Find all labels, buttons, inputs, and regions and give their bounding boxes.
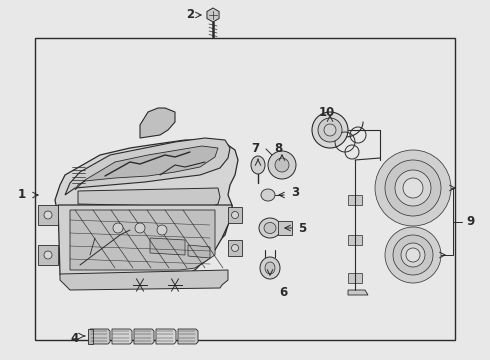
Circle shape (401, 243, 425, 267)
Polygon shape (150, 238, 185, 255)
Polygon shape (134, 329, 154, 344)
Text: 8: 8 (274, 141, 282, 154)
Text: 3: 3 (291, 186, 299, 199)
Polygon shape (38, 245, 58, 265)
Ellipse shape (260, 257, 280, 279)
Circle shape (403, 178, 423, 198)
Circle shape (268, 151, 296, 179)
Circle shape (375, 150, 451, 226)
Polygon shape (112, 329, 132, 344)
Circle shape (395, 170, 431, 206)
Ellipse shape (264, 222, 276, 234)
Polygon shape (75, 146, 218, 190)
Circle shape (318, 118, 342, 142)
Polygon shape (78, 188, 220, 207)
Circle shape (385, 227, 441, 283)
Polygon shape (207, 8, 219, 22)
Text: 1: 1 (18, 189, 26, 202)
Circle shape (44, 251, 52, 259)
Text: 5: 5 (298, 221, 306, 234)
Circle shape (113, 223, 123, 233)
Circle shape (385, 160, 441, 216)
Polygon shape (348, 273, 362, 283)
Polygon shape (348, 195, 362, 205)
Text: 9: 9 (466, 215, 474, 228)
Polygon shape (88, 329, 93, 344)
Polygon shape (228, 240, 242, 256)
Polygon shape (348, 235, 362, 245)
Text: 7: 7 (251, 141, 259, 154)
Text: 4: 4 (71, 332, 79, 345)
Bar (278, 221, 292, 235)
Circle shape (406, 248, 420, 262)
Ellipse shape (251, 156, 265, 174)
Polygon shape (58, 205, 232, 275)
Polygon shape (38, 205, 58, 225)
Circle shape (393, 235, 433, 275)
Circle shape (135, 223, 145, 233)
Text: 2: 2 (186, 8, 194, 21)
Text: 10: 10 (319, 105, 335, 118)
Ellipse shape (265, 262, 275, 274)
Circle shape (324, 124, 336, 136)
Bar (35, 38, 455, 340)
Polygon shape (228, 207, 242, 223)
Ellipse shape (259, 218, 281, 238)
Circle shape (44, 211, 52, 219)
Polygon shape (348, 290, 368, 295)
Text: 6: 6 (279, 287, 287, 300)
Polygon shape (70, 210, 215, 270)
Polygon shape (178, 329, 198, 344)
Polygon shape (55, 140, 238, 273)
Polygon shape (60, 270, 228, 290)
Polygon shape (65, 138, 230, 195)
Circle shape (231, 211, 239, 219)
Polygon shape (140, 108, 175, 138)
Circle shape (157, 225, 167, 235)
Ellipse shape (261, 189, 275, 201)
Polygon shape (188, 245, 210, 258)
Polygon shape (90, 329, 110, 344)
Circle shape (231, 244, 239, 252)
Polygon shape (156, 329, 176, 344)
Circle shape (275, 158, 289, 172)
Circle shape (312, 112, 348, 148)
